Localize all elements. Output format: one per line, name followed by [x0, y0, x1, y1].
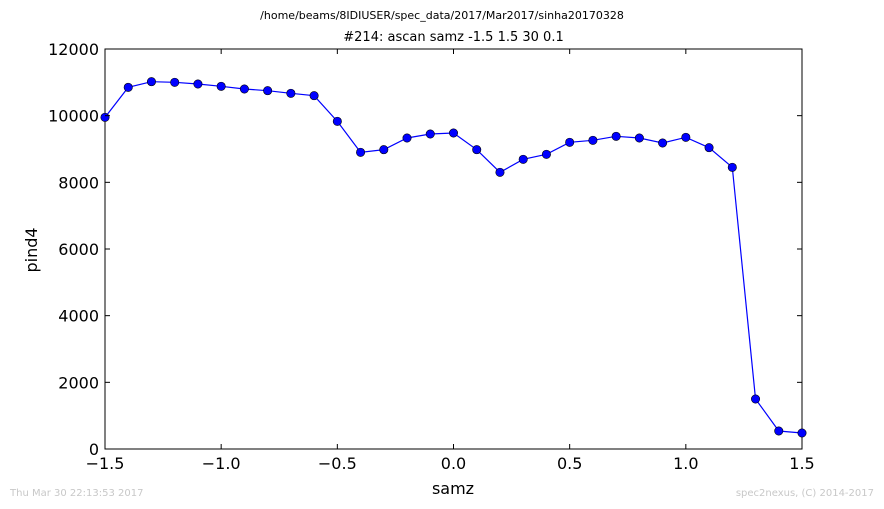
x-axis-label: samz — [432, 479, 474, 498]
data-point — [286, 88, 296, 98]
data-point — [100, 112, 110, 122]
data-point — [263, 86, 273, 96]
data-point — [727, 162, 737, 172]
y-tick-label: 6000 — [58, 240, 99, 259]
data-point — [565, 137, 575, 147]
footer-timestamp: Thu Mar 30 22:13:53 2017 — [10, 488, 144, 499]
data-point — [658, 138, 668, 148]
x-tick-label: −1.5 — [86, 454, 125, 473]
chart-title: #214: ascan samz -1.5 1.5 30 0.1 — [343, 30, 564, 45]
x-tick-label: 1.5 — [789, 454, 814, 473]
x-tick-label: 1.0 — [673, 454, 698, 473]
data-point — [611, 131, 621, 141]
data-point — [193, 79, 203, 89]
x-tick-label: −0.5 — [318, 454, 357, 473]
data-point — [634, 133, 644, 143]
y-tick-label: 8000 — [58, 173, 99, 192]
y-tick-label: 4000 — [58, 307, 99, 326]
data-point — [379, 145, 389, 155]
data-point — [541, 149, 551, 159]
data-point — [146, 77, 156, 87]
y-tick-label: 12000 — [48, 40, 99, 59]
data-point — [472, 145, 482, 155]
plot-area — [104, 48, 803, 450]
x-tick-label: −1.0 — [202, 454, 241, 473]
data-point — [704, 143, 714, 153]
data-point — [170, 77, 180, 87]
data-point — [448, 128, 458, 138]
plot-frame — [104, 48, 803, 450]
y-tick-label: 2000 — [58, 373, 99, 392]
data-point — [681, 132, 691, 142]
data-point — [751, 394, 761, 404]
data-point — [774, 426, 784, 436]
y-tick-label: 10000 — [48, 107, 99, 126]
data-point — [588, 135, 598, 145]
data-point — [216, 81, 226, 91]
figure-suptitle: /home/beams/8IDIUSER/spec_data/2017/Mar2… — [260, 9, 624, 22]
data-point — [797, 428, 807, 438]
data-point — [402, 133, 412, 143]
x-tick-label: 0.5 — [557, 454, 582, 473]
data-point — [495, 167, 505, 177]
data-point — [332, 116, 342, 126]
data-point — [123, 82, 133, 92]
data-point — [239, 84, 249, 94]
y-axis-label: pind4 — [22, 227, 41, 272]
data-point — [356, 147, 366, 157]
ticks-layer: −1.5 −1.0 −0.5 0.0 0.5 1.0 1.5 0 2000 4000 6000 800… — [48, 40, 815, 473]
footer-credit: spec2nexus, (C) 2014-2017 — [735, 488, 874, 499]
x-tick-label: 0.0 — [441, 454, 466, 473]
data-point — [518, 154, 528, 164]
data-point — [425, 129, 435, 139]
data-point — [309, 91, 319, 101]
y-tick-label: 0 — [89, 440, 99, 459]
